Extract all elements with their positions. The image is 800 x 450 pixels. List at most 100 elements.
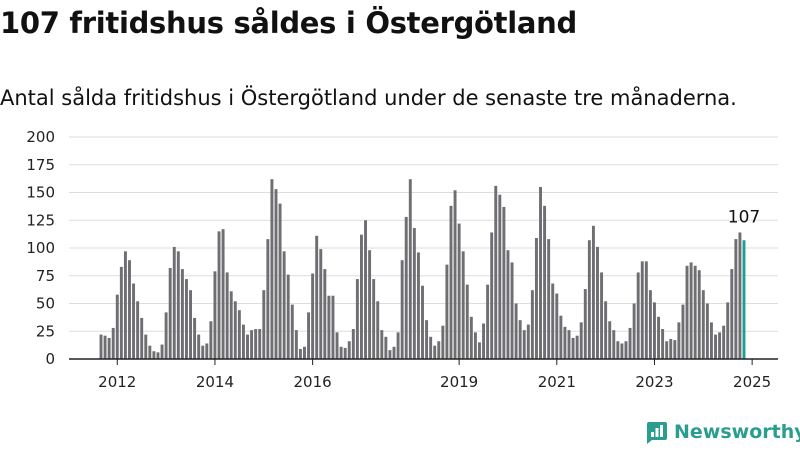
bar [380,330,384,359]
bar [648,290,652,359]
bar [229,291,233,359]
bar [270,179,274,359]
bar [653,302,656,359]
bar [738,232,742,359]
bar [107,337,111,359]
bar [119,266,123,359]
bar [99,334,103,359]
bar [559,315,563,359]
bar [555,293,559,359]
bar [372,279,376,359]
bar [596,246,599,359]
bar [534,238,538,359]
bar [364,220,367,359]
bar [388,350,392,359]
bar [315,235,319,359]
bar [416,252,420,359]
bar [213,271,217,359]
bar [160,344,164,359]
bar [331,295,335,359]
bar [376,301,380,359]
bar [103,335,107,359]
bar [209,321,213,359]
bar [189,290,192,359]
bar [657,316,661,359]
page-subtitle: Antal sålda fritidshus i Östergötland un… [0,86,737,110]
bar [575,335,579,359]
bar [628,327,632,359]
x-tick-label: 2023 [635,373,673,391]
bar [254,329,258,359]
bar [437,341,441,359]
bar [144,334,148,359]
y-tick-label: 125 [26,211,55,229]
bar [640,261,644,359]
bar [168,267,172,359]
bar [734,239,738,359]
bar [644,261,648,359]
bar-highlight [742,240,746,359]
x-tick-label: 2014 [196,373,234,391]
bar [701,290,705,359]
bar [482,323,486,359]
bar [600,272,604,359]
bar [339,346,343,359]
bar [591,225,595,359]
bar [445,264,449,359]
bar [258,329,262,359]
bar [563,326,567,359]
bar [193,317,197,359]
bar [498,194,502,359]
bar [359,234,363,359]
bar [290,304,294,359]
bar [343,347,347,359]
bar [510,262,514,359]
bar [140,317,144,359]
bar [355,279,359,359]
bar [298,349,302,359]
bar [123,251,127,359]
bar [709,322,713,359]
bar [286,274,290,359]
bar [469,316,473,359]
x-tick-label: 2016 [294,373,332,391]
bar [217,231,221,359]
bar [278,203,282,359]
bar [241,324,245,359]
bar [612,330,616,359]
bar [693,265,697,359]
bar [176,251,180,359]
bar [323,269,327,359]
bar [722,325,726,359]
bar [543,205,547,359]
bar [677,322,681,359]
bar [669,339,673,359]
bar [111,327,115,359]
bar [421,285,424,359]
x-tick-label: 2025 [733,373,771,391]
bar [697,270,701,359]
bar [506,250,510,359]
bar [184,279,188,359]
y-tick-label: 0 [45,350,55,368]
bar [197,334,201,359]
bar [567,330,571,359]
bar [718,332,722,359]
y-tick-label: 150 [26,184,55,202]
bar [620,343,624,359]
bar [465,284,469,359]
bar [551,283,555,359]
last-value-label: 107 [728,207,760,227]
bar [282,251,286,359]
bar [685,265,689,359]
bar [136,301,140,359]
bar [632,303,636,359]
bar [404,216,408,359]
y-tick-label: 25 [36,322,55,340]
bar [201,345,205,359]
bar [262,290,266,359]
bar [156,352,160,359]
bar [429,336,433,359]
y-tick-label: 75 [36,267,55,285]
y-tick-label: 175 [26,156,55,174]
